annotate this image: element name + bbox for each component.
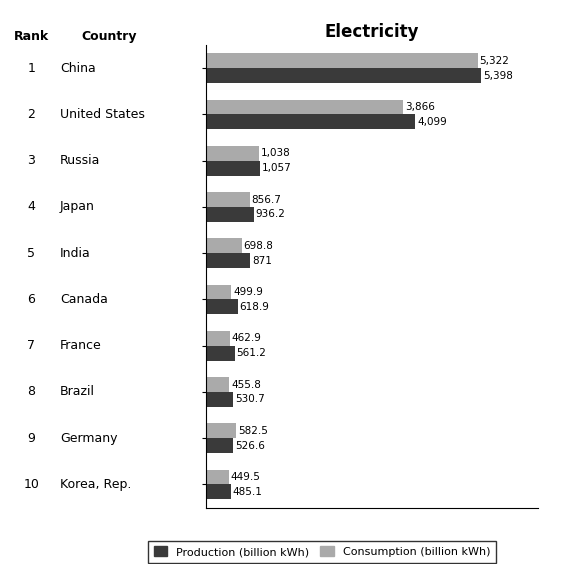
Text: Country: Country (81, 30, 137, 43)
Bar (206, 438, 233, 453)
Text: 936.2: 936.2 (256, 209, 285, 219)
Text: 499.9: 499.9 (233, 287, 263, 297)
Text: Rank: Rank (14, 30, 49, 43)
Title: Electricity: Electricity (324, 23, 419, 41)
Text: China: China (60, 61, 96, 75)
Text: 6: 6 (27, 293, 35, 306)
Text: 5,398: 5,398 (483, 70, 513, 81)
Text: Brazil: Brazil (60, 385, 95, 399)
Bar (206, 377, 229, 392)
Text: 1,057: 1,057 (262, 163, 292, 173)
Text: 455.8: 455.8 (231, 380, 261, 390)
Text: 3,866: 3,866 (406, 102, 435, 112)
Text: United States: United States (60, 108, 145, 121)
Text: 10: 10 (23, 478, 39, 491)
Bar (206, 100, 403, 114)
Text: Germany: Germany (60, 431, 118, 445)
Bar (206, 392, 233, 407)
Bar (206, 54, 478, 68)
Text: 449.5: 449.5 (231, 472, 261, 482)
Text: 856.7: 856.7 (252, 195, 281, 205)
Bar (206, 484, 231, 499)
Text: 5: 5 (27, 246, 35, 260)
Bar (206, 207, 254, 222)
Bar (206, 161, 260, 175)
Text: 526.6: 526.6 (235, 440, 265, 451)
Bar (206, 253, 251, 268)
Text: 618.9: 618.9 (240, 302, 269, 312)
Text: 2: 2 (27, 108, 35, 121)
Text: 871: 871 (252, 255, 272, 266)
Text: 1: 1 (27, 61, 35, 75)
Bar (206, 192, 249, 207)
Text: India: India (60, 246, 91, 260)
Bar (206, 346, 235, 360)
Text: 4,099: 4,099 (417, 117, 447, 127)
Text: 3: 3 (27, 154, 35, 168)
Bar (206, 424, 236, 438)
Text: 582.5: 582.5 (238, 426, 268, 436)
Text: 530.7: 530.7 (235, 394, 265, 404)
Text: 5,322: 5,322 (479, 56, 510, 66)
Bar (206, 470, 229, 484)
Text: France: France (60, 339, 102, 352)
Text: 1,038: 1,038 (261, 148, 291, 158)
Bar (206, 146, 259, 161)
Bar (206, 299, 237, 314)
Text: Korea, Rep.: Korea, Rep. (60, 478, 132, 491)
Text: 4: 4 (27, 200, 35, 214)
Text: Russia: Russia (60, 154, 101, 168)
Text: 698.8: 698.8 (244, 241, 273, 251)
Text: Japan: Japan (60, 200, 95, 214)
Bar (206, 114, 415, 129)
Text: 462.9: 462.9 (232, 333, 261, 343)
Text: 8: 8 (27, 385, 35, 399)
Text: 561.2: 561.2 (237, 348, 267, 358)
Bar (206, 239, 241, 253)
Text: 485.1: 485.1 (233, 487, 263, 497)
Bar (206, 331, 229, 346)
Legend: Production (billion kWh), Consumption (billion kWh): Production (billion kWh), Consumption (b… (148, 541, 496, 563)
Bar (206, 68, 482, 83)
Text: 7: 7 (27, 339, 35, 352)
Text: 9: 9 (27, 431, 35, 445)
Text: Canada: Canada (60, 293, 108, 306)
Bar (206, 285, 232, 299)
